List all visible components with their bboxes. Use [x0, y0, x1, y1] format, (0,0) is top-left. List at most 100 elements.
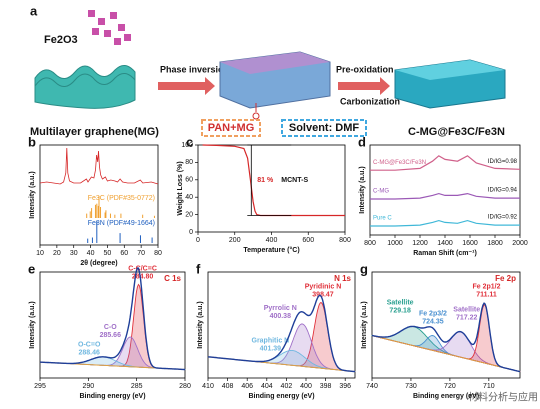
x-tick-label: 402 [281, 383, 293, 390]
plot-frame [39, 144, 159, 246]
x-axis-title: 2θ (degree) [80, 260, 117, 267]
step-label: Carbonization [340, 96, 400, 106]
peak-position: 717.22 [456, 315, 478, 322]
x-tick-label: 290 [82, 383, 94, 390]
legend-label: Fe3C (PDF#35-0772) [88, 195, 155, 202]
x-tick-label: 20 [53, 250, 61, 257]
peak-position: 729.18 [389, 308, 411, 315]
x-tick-label: 398 [320, 383, 332, 390]
y-tick-label: 40 [185, 194, 193, 201]
solvent-box [281, 119, 367, 137]
series-label: C-MG@Fe3C/Fe3N [373, 160, 426, 166]
product-top [395, 60, 505, 80]
y-axis-title: Intensity (a.u.) [197, 301, 204, 348]
panel-letter: e [28, 261, 35, 276]
x-tick-label: 200 [229, 237, 241, 244]
step-label: Pre-oxidation [336, 64, 394, 74]
envelope [39, 267, 185, 371]
x-tick-label: 295 [34, 383, 46, 390]
y-tick-label: 20 [185, 211, 193, 218]
peak-name: O-C=O [78, 342, 101, 349]
x-tick-label: 2000 [512, 240, 528, 247]
envelope [371, 302, 521, 373]
x-tick-label: 30 [70, 250, 78, 257]
panel-letter: c [186, 134, 193, 149]
graphene-slab [34, 65, 136, 109]
x-axis-title: Binding energy (eV) [248, 393, 314, 400]
peak-name: Pyrrolic N [264, 305, 297, 312]
y-axis-title: Intensity (a.u.) [361, 301, 368, 348]
start-label: Multilayer graphene(MG) [30, 126, 159, 138]
y-tick-label: 60 [185, 177, 193, 184]
peak-position: 724.35 [422, 318, 444, 325]
x-tick-label: 10 [36, 250, 44, 257]
arrow [158, 77, 215, 95]
peak-position: 711.11 [476, 292, 497, 299]
legend-label: Fe3N (PDF#49-1664) [88, 220, 155, 227]
x-tick-label: 1800 [487, 240, 503, 247]
x-tick-label: 408 [222, 383, 234, 390]
x-tick-label: 800 [364, 240, 376, 247]
x-tick-label: 60 [120, 250, 128, 257]
plot-frame [39, 271, 186, 379]
additive: PAN+MG [208, 122, 255, 134]
x-tick-label: 1200 [412, 240, 428, 247]
x-axis-title: Binding energy (eV) [413, 393, 479, 400]
peak-position: 400.38 [270, 313, 292, 320]
peak-position: 401.39 [260, 345, 282, 352]
spectrum-tag: N 1s [334, 274, 351, 283]
peak-name: C-O [104, 324, 117, 331]
x-axis-title: Temperature (°C) [243, 246, 299, 254]
spectrum-tag: C 1s [164, 274, 181, 283]
y-axis-title: Weight Loss (%) [177, 161, 184, 215]
annotation: MCNT-S [281, 177, 308, 184]
x-tick-label: 800 [339, 237, 351, 244]
peak-name: Satellite [453, 307, 480, 314]
background-line [371, 335, 521, 373]
cubes [88, 10, 131, 45]
x-tick-label: 406 [241, 383, 253, 390]
x-tick-label: 410 [202, 383, 214, 390]
y-tick-label: 100 [181, 142, 193, 149]
x-tick-label: 70 [137, 250, 145, 257]
solvent: Solvent: DMF [289, 122, 360, 134]
panel-letter: g [360, 261, 368, 276]
peak-name: Graphitic N [252, 337, 290, 344]
additive-box [201, 119, 261, 137]
data-line [370, 155, 521, 171]
x-tick-label: 50 [104, 250, 112, 257]
x-tick-label: 280 [179, 383, 191, 390]
peak-name: Fe 2p3/2 [419, 310, 447, 317]
x-tick-label: 400 [266, 237, 278, 244]
step-label: Phase inversion [160, 64, 229, 74]
x-tick-label: 1000 [387, 240, 403, 247]
y-axis-title: Intensity (a.u.) [29, 301, 36, 348]
peak-position: 284.80 [132, 273, 154, 280]
panel-letter: d [358, 134, 366, 149]
x-tick-label: 404 [261, 383, 273, 390]
x-tick-label: 1400 [437, 240, 453, 247]
graphene-layer [34, 73, 136, 87]
y-axis-title: Intensity (a.u.) [359, 166, 366, 213]
y-axis-title: Intensity (a.u.) [29, 171, 36, 218]
series-label: C-MG [373, 189, 389, 195]
plot-frame [207, 271, 356, 379]
y-tick-label: 0 [189, 229, 193, 236]
membrane-top [220, 52, 330, 74]
peak-name: Fe 2p1/2 [473, 284, 501, 291]
x-tick-label: 710 [483, 383, 495, 390]
envelope [207, 294, 356, 373]
data-line [370, 219, 520, 227]
peak-position: 285.66 [100, 332, 122, 339]
x-axis-title: Binding energy (eV) [79, 393, 145, 400]
peak-name: C-C/C=C [128, 265, 157, 272]
ratio-label: ID/IG=0.94 [488, 188, 518, 194]
ratio-label: ID/IG=0.98 [488, 159, 518, 165]
x-tick-label: 400 [300, 383, 312, 390]
product-label: C-MG@Fe3C/Fe3N [408, 126, 505, 138]
x-tick-label: 730 [405, 383, 417, 390]
panel-letter: b [28, 134, 36, 149]
peak-name: Pyridinic N [305, 283, 342, 290]
x-tick-label: 40 [87, 250, 95, 257]
